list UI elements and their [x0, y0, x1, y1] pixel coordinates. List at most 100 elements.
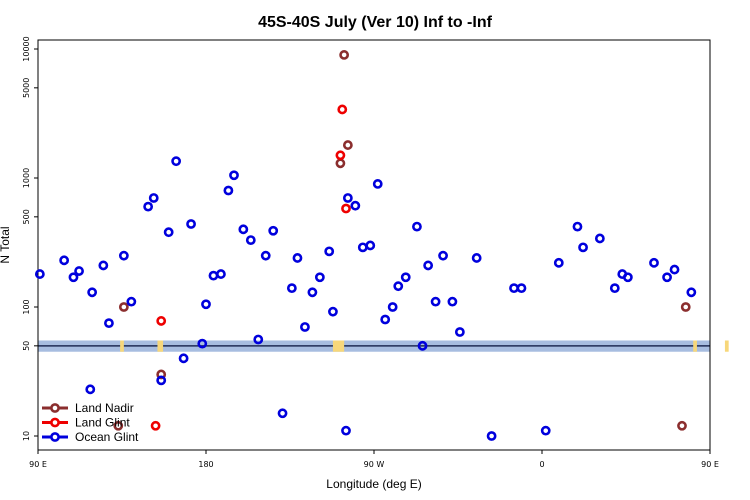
ocean-glint-point-10	[143, 201, 154, 212]
x-axis-title: Longitude (deg E)	[326, 477, 421, 491]
land-bar-4	[724, 340, 729, 352]
ocean-glint-point-52	[454, 327, 465, 337]
ocean-glint-point-56	[516, 283, 527, 294]
ocean-glint-point-21	[223, 185, 234, 196]
ocean-glint-point-20	[216, 269, 226, 279]
land-nadir-point-4	[342, 140, 353, 150]
land-glint-point-3	[341, 203, 351, 214]
ocean-glint-point-9	[126, 296, 137, 307]
land-bar-3	[693, 340, 697, 352]
ocean-glint-point-49	[430, 296, 441, 307]
ocean-glint-point-47	[417, 340, 428, 351]
ocean-glint-point-42	[380, 314, 391, 325]
y-tick-label-1: 50	[22, 341, 31, 351]
ocean-glint-point-37	[342, 193, 353, 203]
legend-land-nadir-label: Land Nadir	[75, 401, 134, 415]
ocean-glint-point-54	[486, 431, 497, 441]
ocean-glint-point-38	[350, 200, 361, 211]
y-tick-label-0: 10	[22, 431, 31, 441]
ocean-glint-point-39	[357, 242, 368, 253]
land-glint-point-1	[335, 150, 346, 161]
ocean-glint-point-48	[423, 260, 434, 271]
ocean-glint-point-26	[260, 250, 271, 261]
y-tick-label-4: 1000	[22, 168, 31, 188]
ocean-glint-point-28	[277, 408, 288, 419]
ocean-glint-point-41	[372, 179, 383, 189]
ocean-glint-point-1	[59, 255, 70, 266]
ocean-glint-point-4	[85, 384, 96, 395]
land-bar-1	[157, 340, 164, 352]
threshold-band-layer	[38, 340, 710, 352]
land-glint-point-2	[337, 104, 348, 115]
ocean-glint-point-25	[253, 334, 264, 345]
y-tick-label-5: 5000	[22, 78, 31, 98]
land-nadir-point-3	[339, 50, 350, 60]
ocean-glint-point-17	[197, 338, 208, 349]
ocean-glint-point-46	[412, 221, 422, 232]
ocean-glint-point-24	[245, 235, 256, 246]
ocean-glint-point-23	[238, 224, 249, 235]
ocean-glint-point-64	[622, 272, 633, 283]
data-points	[34, 50, 697, 441]
ocean-glint-point-65	[649, 257, 659, 268]
legend-land-glint-marker	[50, 417, 60, 428]
legend-ocean-glint-label: Ocean Glint	[75, 430, 139, 444]
land-nadir-point-2	[335, 158, 346, 169]
y-axis-title: N Total	[0, 226, 12, 263]
ocean-glint-point-32	[307, 287, 318, 298]
x-tick-label-4: 90 E	[701, 460, 719, 469]
ocean-glint-point-36	[341, 425, 351, 436]
ocean-glint-point-0	[34, 269, 45, 279]
land-glint-point-4	[150, 420, 161, 431]
ocean-glint-point-35	[328, 306, 338, 317]
ocean-glint-point-45	[400, 272, 411, 283]
ocean-glint-point-6	[98, 260, 109, 271]
ocean-glint-point-7	[104, 318, 114, 329]
land-bar-2	[332, 340, 345, 352]
ocean-glint-point-22	[229, 170, 239, 181]
chart-title: 45S-40S July (Ver 10) Inf to -Inf	[258, 14, 493, 31]
ocean-glint-point-40	[365, 240, 376, 251]
x-tick-label-3: 0	[539, 460, 544, 469]
ocean-glint-point-62	[609, 283, 620, 294]
ocean-glint-point-12	[156, 375, 167, 386]
legend-ocean-glint-marker	[50, 432, 60, 442]
ocean-glint-point-8	[118, 250, 129, 261]
ocean-glint-point-59	[572, 221, 583, 232]
ocean-glint-point-18	[201, 299, 211, 310]
ocean-glint-point-53	[471, 253, 482, 263]
land-nadir-point-8	[677, 420, 687, 431]
y-tick-label-6: 10000	[22, 36, 31, 61]
ocean-glint-point-19	[208, 270, 219, 281]
ocean-glint-point-61	[594, 233, 605, 244]
y-axis: 10 50 100 500 1000 5000 10000	[22, 36, 38, 441]
ocean-glint-point-11	[148, 193, 159, 203]
ocean-glint-point-14	[171, 156, 182, 167]
land-nadir-point-6	[680, 302, 691, 312]
land-glint-point-0	[156, 316, 167, 326]
land-nadir-point-0	[118, 302, 129, 312]
ocean-glint-point-67	[669, 264, 680, 275]
ocean-glint-point-31	[300, 322, 310, 332]
ocean-glint-point-2	[68, 272, 79, 283]
legend-land-glint-label: Land Glint	[75, 416, 130, 430]
ocean-glint-point-43	[387, 302, 398, 312]
ocean-glint-point-33	[314, 272, 325, 283]
ocean-glint-point-51	[447, 296, 458, 307]
legend-land-nadir-marker	[50, 403, 60, 413]
y-tick-label-3: 500	[22, 209, 31, 224]
ocean-glint-point-68	[686, 287, 697, 298]
ocean-glint-point-44	[393, 281, 404, 292]
ocean-glint-point-15	[178, 353, 189, 364]
ocean-glint-point-66	[662, 272, 672, 283]
ocean-glint-point-16	[186, 219, 196, 229]
ocean-glint-point-5	[87, 287, 98, 298]
ocean-glint-point-30	[292, 253, 303, 263]
land-bars-layer	[120, 340, 729, 352]
ocean-glint-point-29	[286, 283, 297, 294]
x-tick-label-1: 180	[198, 460, 213, 469]
x-tick-label-0: 90 E	[29, 460, 47, 469]
ocean-glint-point-60	[578, 242, 588, 253]
